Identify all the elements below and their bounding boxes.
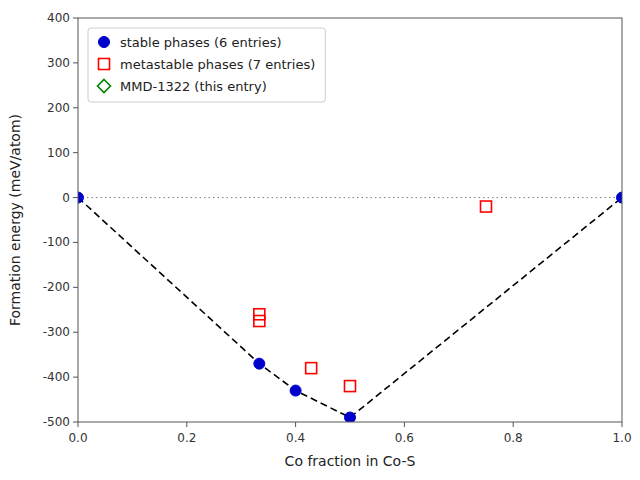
x-tick-label: 0.4	[286, 431, 305, 445]
point	[254, 316, 265, 327]
plot-frame	[78, 18, 622, 422]
y-tick-label: -200	[43, 280, 70, 294]
legend-label: stable phases (6 entries)	[120, 35, 282, 50]
legend: stable phases (6 entries) metastable phas…	[88, 28, 325, 102]
y-tick-label: 400	[47, 11, 70, 25]
point	[306, 363, 317, 374]
x-axis-label: Co fraction in Co-S	[285, 453, 416, 469]
point	[617, 192, 623, 203]
y-tick-label: 300	[47, 56, 70, 70]
y-tick-label: 100	[47, 146, 70, 160]
x-tick-label: 0.6	[395, 431, 414, 445]
x-tick	[186, 422, 187, 427]
y-tick	[73, 377, 78, 378]
reference-line	[78, 197, 622, 198]
point	[254, 358, 265, 369]
hull-line	[78, 198, 622, 418]
x-tick-label: 0.0	[68, 431, 87, 445]
y-tick	[73, 242, 78, 243]
y-tick	[73, 332, 78, 333]
y-tick-label: 0	[62, 191, 70, 205]
point	[481, 201, 492, 212]
plot-marks	[78, 192, 622, 422]
x-tick-label: 0.8	[504, 431, 523, 445]
legend-label: metastable phases (7 entries)	[120, 57, 315, 72]
legend-marker	[99, 37, 110, 48]
point	[78, 192, 84, 203]
x-tick-label: 1.0	[612, 431, 631, 445]
legend-marker	[99, 59, 110, 70]
y-tick-label: -100	[43, 235, 70, 249]
x-tick	[404, 422, 405, 427]
point	[345, 412, 356, 422]
y-tick-label: 200	[47, 101, 70, 115]
legend-marker	[98, 80, 111, 93]
legend-box	[88, 28, 325, 102]
y-tick	[73, 152, 78, 153]
y-tick-label: -300	[43, 325, 70, 339]
chart: 0.0 0.2 0.4 0.6 0.8 1.0 -500 -400 -300 -200 -100 0 1…	[0, 0, 640, 480]
y-tick	[73, 18, 78, 19]
x-tick	[295, 422, 296, 427]
point	[254, 309, 265, 320]
background	[0, 0, 640, 480]
y-tick	[73, 197, 78, 198]
y-axis-label: Formation energy (meV/atom)	[7, 114, 23, 326]
x-tick	[513, 422, 514, 427]
x-tick	[78, 422, 79, 427]
y-tick-label: -400	[43, 370, 70, 384]
y-tick	[73, 287, 78, 288]
y-tick	[73, 107, 78, 108]
x-tick	[622, 422, 623, 427]
y-tick	[73, 422, 78, 423]
y-tick	[73, 62, 78, 63]
point	[290, 385, 301, 396]
legend-label: MMD-1322 (this entry)	[120, 79, 267, 94]
point	[345, 381, 356, 392]
y-tick-label: -500	[43, 415, 70, 429]
x-tick-label: 0.2	[177, 431, 196, 445]
